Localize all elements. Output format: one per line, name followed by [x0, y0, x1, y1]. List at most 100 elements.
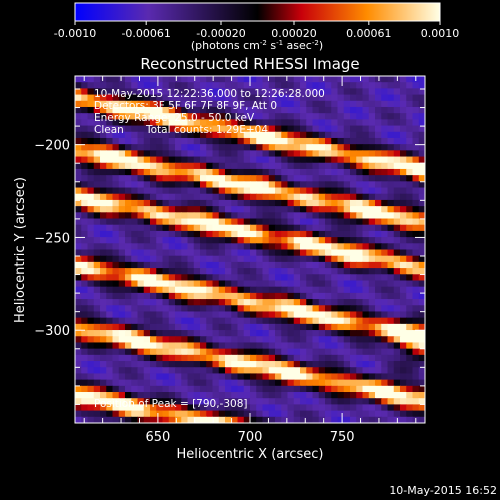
- heatmap-cell: [300, 280, 307, 288]
- heatmap-cell: [200, 230, 207, 238]
- heatmap-cell: [137, 193, 145, 201]
- heatmap-cell: [368, 156, 376, 164]
- heatmap-cell: [143, 113, 151, 120]
- heatmap-cell: [200, 199, 207, 207]
- heatmap-cell: [187, 218, 195, 226]
- heatmap-cell: [231, 144, 239, 151]
- heatmap-cell: [356, 342, 364, 350]
- heatmap-cell: [400, 299, 407, 306]
- heatmap-cell: [368, 392, 376, 399]
- heatmap-cell: [362, 181, 370, 189]
- heatmap-cell: [162, 212, 170, 220]
- heatmap-cell: [143, 106, 151, 114]
- heatmap-cell: [418, 305, 425, 313]
- heatmap-cell: [350, 392, 357, 399]
- heatmap-cell: [206, 385, 214, 393]
- heatmap-cell: [362, 379, 370, 387]
- heatmap-cell: [381, 311, 389, 319]
- heatmap-cell: [381, 268, 389, 275]
- heatmap-cell: [206, 367, 214, 375]
- heatmap-cell: [318, 398, 326, 406]
- heatmap-cell: [212, 94, 220, 102]
- heatmap-cell: [375, 379, 382, 387]
- heatmap-cell: [293, 286, 301, 294]
- heatmap-cell: [375, 274, 382, 282]
- heatmap-cell: [275, 416, 282, 423]
- heatmap-cell: [281, 348, 289, 356]
- heatmap-cell: [337, 336, 345, 344]
- heatmap-cell: [118, 354, 126, 362]
- heatmap-cell: [387, 230, 395, 238]
- heatmap-cell: [156, 181, 164, 189]
- heatmap-cell: [112, 125, 120, 133]
- heatmap-cell: [318, 156, 326, 164]
- heatmap-cell: [100, 274, 107, 282]
- heatmap-cell: [118, 206, 126, 213]
- heatmap-cell: [275, 82, 282, 89]
- heatmap-cell: [362, 230, 370, 238]
- heatmap-cell: [175, 156, 182, 164]
- heatmap-cell: [362, 317, 370, 325]
- heatmap-cell: [325, 373, 332, 381]
- heatmap-cell: [287, 206, 295, 213]
- heatmap-cell: [300, 249, 307, 257]
- heatmap-cell: [312, 100, 320, 108]
- heatmap-cell: [418, 199, 425, 207]
- heatmap-cell: [243, 286, 251, 294]
- heatmap-cell: [75, 379, 82, 387]
- heatmap-cell: [225, 150, 232, 158]
- heatmap-cell: [412, 354, 420, 362]
- heatmap-cell: [175, 330, 182, 337]
- heatmap-cell: [150, 392, 157, 399]
- heatmap-cell: [137, 82, 145, 89]
- heatmap-cell: [400, 237, 407, 244]
- heatmap-cell: [312, 286, 320, 294]
- heatmap-cell: [275, 404, 282, 412]
- heatmap-cell: [256, 113, 264, 120]
- heatmap-cell: [250, 373, 257, 381]
- heatmap-cell: [375, 317, 382, 325]
- heatmap-cell: [287, 274, 295, 282]
- heatmap-cell: [156, 261, 164, 269]
- heatmap-cell: [212, 379, 220, 387]
- heatmap-cell: [262, 373, 270, 381]
- heatmap-cell: [193, 131, 201, 139]
- heatmap-cell: [156, 106, 164, 114]
- heatmap-cell: [237, 137, 245, 145]
- heatmap-cell: [162, 100, 170, 108]
- heatmap-cell: [143, 317, 151, 325]
- heatmap-cell: [356, 286, 364, 294]
- heatmap-cell: [281, 311, 289, 319]
- heatmap-cell: [387, 162, 395, 170]
- heatmap-cell: [381, 354, 389, 362]
- heatmap-cell: [187, 193, 195, 201]
- heatmap-cell: [75, 268, 82, 275]
- heatmap-cell: [250, 131, 257, 139]
- heatmap-cell: [150, 292, 157, 300]
- heatmap-cell: [393, 404, 401, 412]
- heatmap-cell: [143, 342, 151, 350]
- heatmap-cell: [168, 125, 176, 133]
- heatmap-cell: [231, 243, 239, 251]
- heatmap-cell: [125, 261, 132, 269]
- heatmap-cell: [218, 150, 226, 158]
- heatmap-cell: [306, 255, 314, 263]
- heatmap-cell: [262, 311, 270, 319]
- heatmap-cell: [81, 82, 89, 89]
- heatmap-cell: [106, 342, 114, 350]
- heatmap-cell: [381, 237, 389, 244]
- heatmap-cell: [362, 113, 370, 120]
- heatmap-cell: [193, 206, 201, 213]
- y-axis-label: Heliocentric Y (arcsec): [13, 177, 28, 323]
- heatmap-cell: [168, 224, 176, 232]
- heatmap-cell: [393, 224, 401, 232]
- heatmap-cell: [200, 361, 207, 368]
- heatmap-cell: [387, 348, 395, 356]
- heatmap-cell: [406, 125, 414, 133]
- heatmap-cell: [412, 206, 420, 213]
- heatmap-cell: [81, 323, 89, 331]
- heatmap-cell: [375, 76, 382, 83]
- heatmap-cell: [387, 367, 395, 375]
- heatmap-cell: [381, 255, 389, 263]
- heatmap-cell: [418, 181, 425, 189]
